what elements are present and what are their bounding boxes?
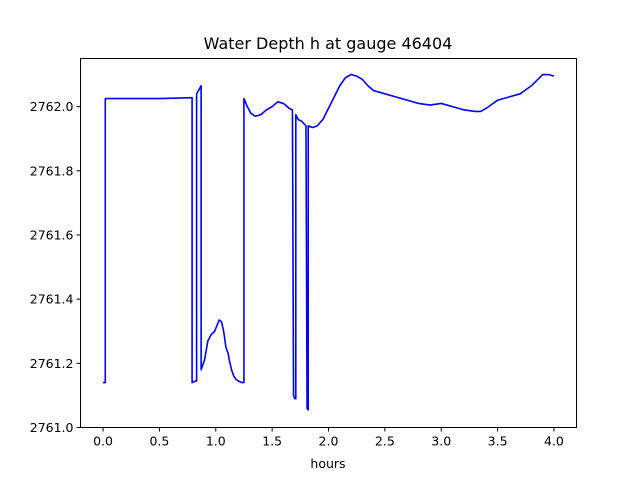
y-tick-label: 2761.2 xyxy=(30,356,74,371)
y-tick-label: 2761.4 xyxy=(30,292,74,307)
plot-area xyxy=(103,73,555,411)
x-tick-label: 4.0 xyxy=(544,434,564,449)
x-tick-label: 2.0 xyxy=(319,434,339,449)
y-axis: 2761.0 2761.2 2761.4 2761.6 2761.8 2762.0 xyxy=(30,99,81,435)
y-tick-label: 2762.0 xyxy=(30,99,74,114)
series-line-0 xyxy=(103,73,555,411)
x-tick-label: 0.0 xyxy=(93,434,113,449)
y-tick-label: 2761.0 xyxy=(30,420,74,435)
x-tick-label: 3.5 xyxy=(488,434,508,449)
y-tick-label: 2761.6 xyxy=(30,227,74,242)
x-axis: 0.0 0.5 1.0 1.5 2.0 2.5 3.0 3.5 4.0 xyxy=(93,427,564,449)
x-tick-label: 2.5 xyxy=(375,434,395,449)
x-tick-label: 1.0 xyxy=(206,434,226,449)
plot-frame xyxy=(80,58,577,428)
x-tick-label: 0.5 xyxy=(149,434,169,449)
chart-title: Water Depth h at gauge 46404 xyxy=(204,34,453,53)
x-tick-label: 1.5 xyxy=(262,434,282,449)
x-tick-label: 3.0 xyxy=(431,434,451,449)
y-tick-label: 2761.8 xyxy=(30,163,74,178)
x-axis-label: hours xyxy=(310,456,345,471)
